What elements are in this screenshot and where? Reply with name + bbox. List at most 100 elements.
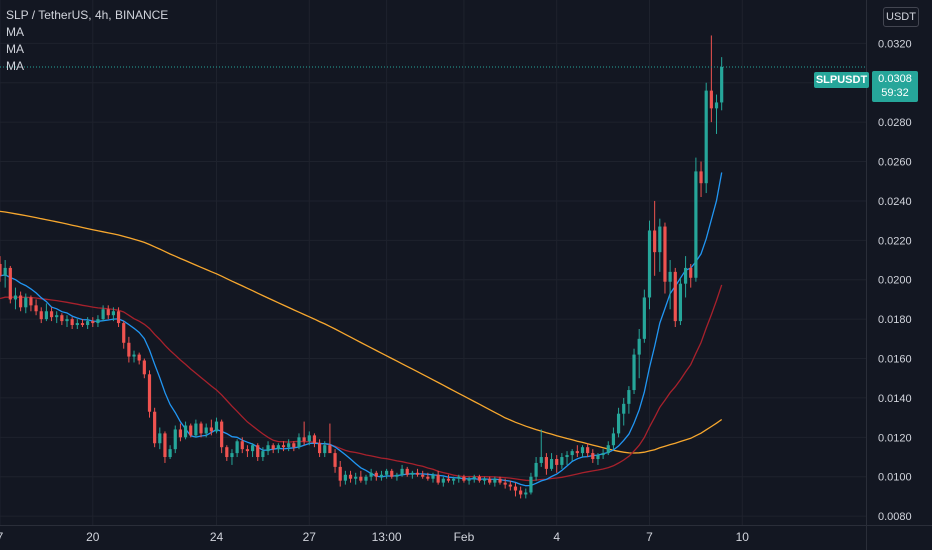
candle-body: [39, 311, 43, 320]
candle-body: [245, 449, 250, 452]
candle: [472, 474, 476, 483]
candle: [60, 313, 64, 326]
currency-unit-button[interactable]: USDT: [883, 7, 919, 27]
candle: [101, 305, 105, 322]
candle: [678, 277, 683, 326]
candle: [586, 443, 590, 458]
candle-body: [642, 297, 646, 339]
candle-body: [250, 445, 255, 452]
last-price-badge: 0.0308 59:32: [872, 71, 918, 102]
candle: [611, 427, 616, 450]
candle: [13, 287, 18, 310]
candle: [369, 468, 373, 481]
candle: [508, 480, 512, 491]
candle-body: [261, 451, 265, 458]
candle: [281, 441, 286, 452]
candle-body: [555, 459, 559, 465]
candle-body: [513, 486, 518, 491]
candle-body: [49, 311, 54, 318]
candle: [446, 474, 451, 483]
candle: [245, 445, 250, 458]
candle: [493, 476, 497, 487]
candle: [137, 352, 141, 365]
candle: [220, 419, 224, 454]
candle: [317, 439, 322, 458]
candle: [204, 423, 208, 438]
candle-body: [544, 457, 549, 469]
candle: [343, 470, 347, 485]
time-tick-label: 7: [646, 530, 653, 544]
candle: [364, 474, 368, 485]
candle: [55, 311, 59, 324]
candle: [457, 474, 461, 483]
time-tick-label: 4: [553, 530, 560, 544]
candle: [421, 470, 425, 479]
ma-slow-path: [0, 210, 723, 454]
candle-body: [689, 267, 693, 278]
candle-body: [431, 474, 435, 479]
candle: [668, 260, 672, 310]
candle-body: [91, 321, 95, 324]
candle: [627, 386, 631, 414]
ma-label-3[interactable]: MA: [6, 59, 24, 73]
candle-body: [70, 319, 74, 326]
time-tick-label: 20: [86, 530, 100, 544]
time-axis[interactable]: 7 20 24 27 13:00 Feb 4 7 10: [0, 530, 749, 544]
candle: [194, 419, 198, 438]
ma-fast-line: [0, 172, 723, 487]
candle: [452, 476, 456, 485]
candle: [637, 328, 641, 379]
candle-body: [225, 447, 229, 458]
candle: [230, 449, 234, 465]
symbol-title[interactable]: SLP / TetherUS, 4h, BINANCE: [6, 8, 169, 22]
candle: [606, 441, 610, 456]
candle-body: [297, 437, 301, 448]
candle-body: [606, 445, 610, 454]
candle: [488, 476, 492, 485]
candle-body: [385, 470, 389, 475]
candle: [575, 445, 579, 458]
candle: [524, 488, 528, 499]
ma-label-1[interactable]: MA: [6, 25, 24, 39]
price-tick-label: 0.0120: [878, 432, 912, 444]
candle: [168, 445, 172, 460]
candle: [250, 443, 255, 458]
candle: [323, 441, 327, 458]
candle-body: [534, 462, 538, 477]
candle-body: [575, 451, 579, 454]
price-axis[interactable]: 0.0080 0.0100 0.0120 0.0140 0.0160 0.0180 0.02…: [878, 38, 912, 523]
candle-body: [147, 374, 152, 412]
candle: [147, 370, 152, 418]
candle-body: [591, 453, 595, 460]
candle-body: [374, 472, 378, 477]
candle: [266, 441, 270, 456]
candle-body: [24, 297, 28, 308]
candle: [683, 256, 688, 298]
ma-fast-path: [0, 172, 723, 487]
candle-body: [178, 429, 183, 438]
ma-label-2[interactable]: MA: [6, 42, 24, 56]
candle-body: [467, 478, 471, 481]
candle-body: [524, 492, 528, 495]
candle-body: [570, 451, 574, 456]
candle-body: [158, 433, 162, 444]
candle-body: [122, 323, 126, 343]
price-tick-label: 0.0080: [878, 511, 912, 523]
candle-body: [426, 476, 430, 479]
candle-body: [116, 311, 121, 324]
candle-body: [405, 468, 409, 475]
candle: [534, 457, 538, 481]
candle: [658, 218, 662, 272]
candle-body: [173, 429, 177, 450]
candle-body: [189, 425, 193, 436]
candle-body: [348, 474, 353, 479]
candle: [44, 303, 48, 322]
candle: [601, 449, 605, 460]
candle-body: [539, 457, 543, 463]
candle-body: [343, 474, 347, 481]
candle-body: [364, 476, 368, 481]
candle-body: [287, 443, 291, 448]
candle: [338, 460, 342, 487]
candle: [642, 289, 646, 343]
